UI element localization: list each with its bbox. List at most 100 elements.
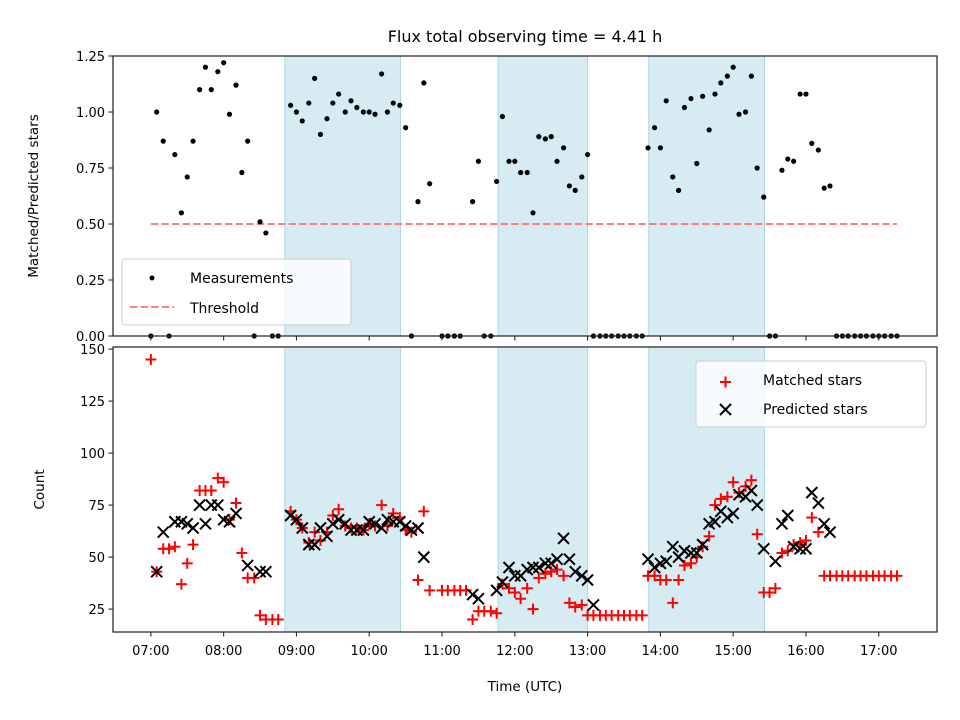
shaded-span (497, 55, 589, 337)
measurement-point (542, 136, 548, 142)
measurement-point (548, 134, 554, 140)
measurement-point (154, 109, 160, 115)
matched-star-point (181, 557, 193, 569)
legend-predicted-label: Predicted stars (763, 402, 868, 418)
matched-star-point (491, 607, 503, 619)
bottom-panel: 25 50 75 100 125 150 07:00 08:00 09:00 10:00 11:0… (32, 343, 938, 695)
predicted-star-point (253, 565, 267, 578)
predicted-star-point (745, 484, 758, 497)
measurement-point (403, 125, 409, 131)
measurement-point (560, 145, 567, 151)
predicted-star-point (314, 521, 327, 535)
predicted-star-point (284, 509, 297, 522)
predicted-star-point (708, 515, 722, 528)
measurement-point (821, 185, 827, 191)
legend-box (695, 360, 927, 428)
predicted-star-point (150, 565, 163, 578)
measurement-point (330, 100, 336, 106)
shaded-span (648, 55, 765, 337)
measurement-point (512, 158, 518, 164)
matched-star-point (527, 603, 539, 615)
top-y-tick-label: 0.00 (76, 330, 105, 345)
predicted-star-point (550, 552, 564, 566)
predicted-star-point (308, 538, 321, 551)
predicted-star-point (193, 498, 206, 512)
predicted-star-point (539, 557, 552, 570)
legend-measurements-label: Measurements (190, 271, 293, 287)
measurement-point (718, 80, 724, 86)
measurement-point (245, 138, 251, 144)
predicted-star-point (641, 552, 655, 566)
measurement-point (499, 113, 506, 120)
measurement-point (306, 100, 312, 106)
measurement-point (518, 169, 524, 176)
matched-star-point (223, 514, 235, 526)
measurement-point (494, 178, 500, 185)
shaded-span (284, 346, 402, 633)
predicted-star-point (393, 515, 407, 528)
matched-star-point (667, 597, 679, 609)
matched-star-point (496, 578, 508, 590)
top-shaded-spans (284, 55, 765, 337)
matched-star-point (649, 570, 661, 582)
predicted-star-point (332, 513, 345, 526)
measurement-point (506, 158, 512, 164)
matched-star-point (254, 609, 266, 621)
predicted-star-point (581, 573, 594, 587)
measurement-point (366, 109, 372, 115)
predicted-star-point (229, 507, 243, 520)
matched-star-point (636, 609, 648, 621)
bottom-y-ticks: 25 50 75 100 125 150 (80, 343, 113, 618)
measurement-point (312, 75, 318, 81)
predicted-star-point (223, 515, 236, 528)
predicted-star-point (526, 561, 540, 574)
predicted-star-point (769, 555, 782, 568)
predicted-star-point (750, 498, 764, 512)
matched-star-point (387, 507, 399, 519)
matched-star-point (236, 547, 248, 559)
x-tick-label: 14:00 (642, 644, 679, 659)
matched-star-point (412, 574, 424, 586)
matched-star-point (551, 564, 563, 576)
bottom-y-tick-label: 150 (80, 343, 105, 358)
measurement-point (694, 160, 700, 167)
measurement-point (657, 145, 663, 151)
measurement-point (475, 158, 482, 164)
predicted-star-point (502, 561, 516, 574)
matched-star-point (187, 539, 199, 551)
predicted-star-point (259, 565, 273, 578)
matched-star-point (376, 499, 388, 511)
matched-star-point (533, 572, 545, 584)
top-x-ticks (150, 336, 880, 341)
measurement-point (360, 109, 367, 115)
bottom-x-ticks: 07:00 08:00 09:00 10:00 11:00 12:00 13:00 14:00… (132, 632, 898, 659)
measurement-point (742, 109, 749, 115)
top-y-tick-label: 0.75 (76, 162, 105, 177)
measurement-point (208, 87, 214, 93)
matched-star-point (709, 499, 721, 511)
measurement-point (554, 158, 560, 164)
measurement-point (239, 169, 245, 176)
matched-star-point (515, 593, 527, 605)
bottom-y-tick-label: 125 (80, 395, 105, 410)
matched-star-point (145, 353, 157, 365)
measurement-point (226, 111, 233, 117)
measurement-point (221, 60, 227, 66)
x-tick-label: 09:00 (278, 644, 315, 659)
matched-star-point (218, 476, 230, 488)
measurement-point (415, 199, 421, 205)
matched-star-point (569, 601, 581, 613)
matched-star-point (697, 541, 709, 553)
measurement-point (397, 102, 403, 108)
measurement-point (572, 187, 578, 193)
matched-star-point (424, 584, 436, 596)
x-tick-label: 12:00 (496, 644, 533, 659)
chart-title: Flux total observing time = 4.41 h (388, 27, 663, 46)
top-y-tick-label: 0.25 (76, 274, 105, 289)
shaded-span (497, 346, 589, 633)
predicted-star-point (569, 565, 582, 578)
measurement-point (579, 174, 585, 180)
predicted-star-point (344, 523, 358, 537)
measurement-point (202, 64, 209, 70)
predicted-star-point (563, 552, 576, 566)
